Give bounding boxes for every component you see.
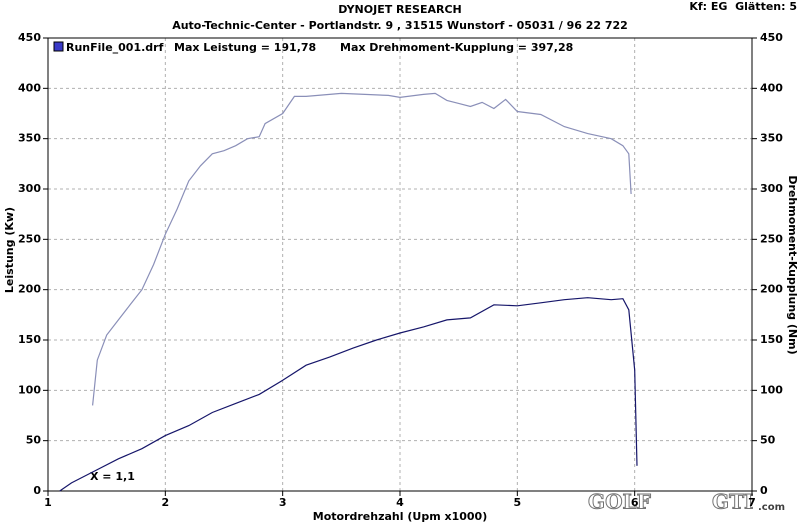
y-tick-label: 400 — [18, 81, 41, 94]
chart-title: DYNOJET RESEARCH — [338, 3, 461, 16]
legend-swatch — [53, 41, 64, 52]
y-tick-label: 100 — [18, 383, 41, 396]
y-tick-label: 250 — [18, 232, 41, 245]
y-tick-label: 450 — [18, 31, 41, 44]
y-tick-label: 300 — [18, 182, 41, 195]
data-line — [59, 297, 638, 492]
x-tick-label: 1 — [44, 496, 52, 509]
y-tick-label: 50 — [26, 434, 42, 447]
y2-tick-label: 300 — [760, 182, 783, 195]
x-tick-label: 5 — [514, 496, 522, 509]
y2-tick-label: 450 — [760, 31, 783, 44]
annotation: Max Leistung = 191,78 — [174, 41, 316, 54]
x-tick-label: 7 — [748, 496, 756, 509]
data-line — [92, 92, 632, 406]
watermark-text: GTI — [712, 490, 753, 514]
y2-tick-label: 200 — [760, 283, 783, 296]
watermark-text: GOLF — [588, 490, 651, 514]
watermark-text: .com — [758, 502, 785, 513]
y2-tick-label: 0 — [760, 484, 768, 497]
watermark: GOLF GTI .com — [588, 489, 786, 514]
y-tick-label: 350 — [18, 132, 41, 145]
y2-tick-label: 250 — [760, 232, 783, 245]
chart-subtitle: Auto-Technic-Center - Portlandstr. 9 , 3… — [172, 19, 628, 32]
x-tick-label: 2 — [162, 496, 170, 509]
x-tick-label: 6 — [631, 496, 639, 509]
legend-label: RunFile_001.drf — [66, 41, 164, 54]
plot-frame — [47, 37, 753, 492]
y2-tick-label: 150 — [760, 333, 783, 346]
x-tick-label: 4 — [396, 496, 404, 509]
y-tick-label: 0 — [33, 484, 41, 497]
x-axis-label: Motordrehzahl (Upm x1000) — [313, 510, 487, 523]
x-tick-label: 3 — [279, 496, 287, 509]
annotation: X = 1,1 — [90, 470, 135, 483]
y2-tick-label: 100 — [760, 383, 783, 396]
y2-tick-label: 400 — [760, 81, 783, 94]
y-tick-label: 200 — [18, 283, 41, 296]
y2-axis-label: Drehmoment-Kupplung (Nm) — [786, 175, 799, 354]
y-axis-label: Leistung (Kw) — [3, 207, 16, 293]
annotation: Max Drehmoment-Kupplung = 397,28 — [340, 41, 573, 54]
y-tick-label: 150 — [18, 333, 41, 346]
corner-note: Kf: EG Glätten: 5 — [689, 0, 797, 13]
y2-tick-label: 350 — [760, 132, 783, 145]
y2-tick-label: 50 — [760, 434, 776, 447]
